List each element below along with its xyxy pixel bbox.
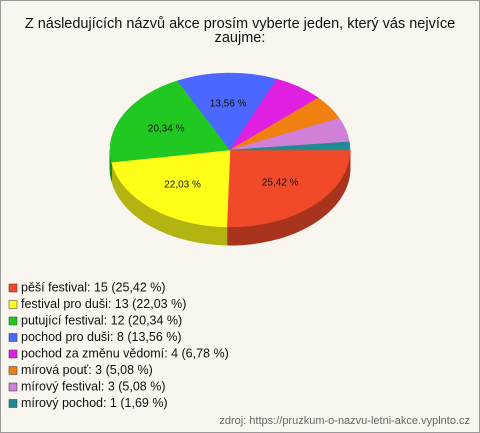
legend-swatch — [8, 300, 18, 309]
legend-label: putující festival: 12 (20,34 %) — [21, 313, 182, 327]
legend-swatch — [8, 382, 18, 392]
legend-label: festival pro duši: 13 (22,03 %) — [21, 297, 186, 311]
legend-label: mírový festival: 3 (5,08 %) — [21, 379, 166, 393]
legend-swatch — [8, 349, 18, 359]
legend-swatch — [8, 399, 18, 408]
legend-swatch — [8, 333, 18, 342]
legend-label: mírová pouť: 3 (5,08 %) — [21, 363, 153, 377]
slice — [229, 141, 351, 151]
slice — [177, 72, 278, 151]
slice-label: 25,42 % — [262, 178, 299, 189]
source: zdroj: https://pruzkum-o-nazvu-letni-akc… — [219, 415, 470, 427]
legend-label: pochod za změnu vědomí: 4 (6,78 %) — [21, 346, 229, 360]
legend-label: pochod pro duši: 8 (13,56 %) — [21, 330, 182, 344]
slice — [111, 149, 231, 228]
slice — [226, 149, 351, 228]
legend-label: pěší festival: 15 (25,42 %) — [21, 280, 166, 294]
slice-label: 13,56 % — [210, 98, 247, 109]
legend-swatch — [8, 283, 18, 293]
chart-title: Z následujících názvů akce prosím vybert… — [25, 16, 455, 46]
slice-label: 20,34 % — [148, 123, 185, 134]
slice — [109, 80, 231, 163]
legend-label: mírový pochod: 1 (1,69 %) — [21, 396, 168, 410]
plot: Z následujících názvů akce prosím vybert… — [8, 16, 455, 410]
legend-swatch — [8, 316, 18, 326]
legend-swatch — [8, 366, 18, 375]
slice-label: 22,03 % — [164, 179, 201, 190]
